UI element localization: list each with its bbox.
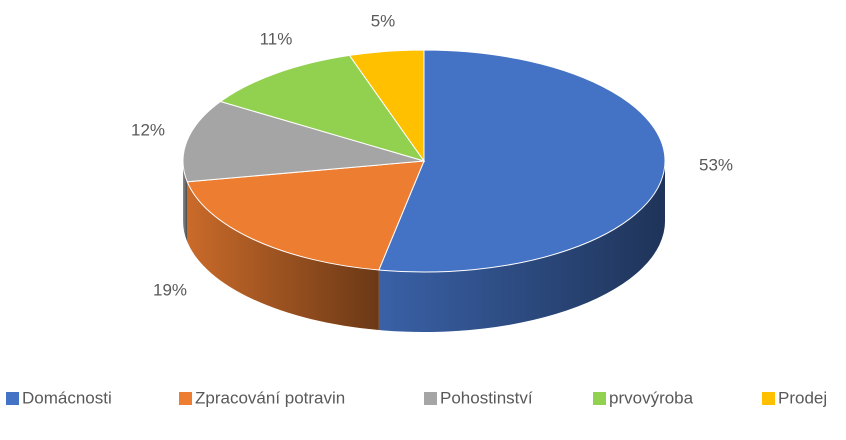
legend-swatch: [179, 392, 192, 405]
legend-label: prvovýroba: [609, 388, 694, 407]
data-label: 53%: [699, 155, 733, 174]
slice: [219, 54, 426, 162]
slice: [378, 49, 666, 273]
data-label: 5%: [371, 11, 396, 30]
legend-label: Prodej: [778, 388, 827, 407]
slice: [182, 100, 425, 183]
legend-label: Pohostinství: [440, 388, 533, 407]
slice-side-shade: [183, 161, 188, 242]
slice: [348, 49, 425, 163]
legend-swatch: [424, 392, 437, 405]
slice-side-shade: [187, 181, 379, 331]
data-label: 19%: [153, 280, 187, 299]
legend-label: Domácnosti: [22, 388, 112, 407]
legend-label: Zpracování potravin: [195, 388, 345, 407]
legend-swatch: [6, 392, 19, 405]
slice: [186, 160, 425, 271]
legend-swatch: [762, 392, 775, 405]
legend-swatch: [593, 392, 606, 405]
data-label: 12%: [131, 120, 165, 139]
data-label: 11%: [260, 29, 293, 48]
slice-side-shade: [378, 161, 665, 332]
